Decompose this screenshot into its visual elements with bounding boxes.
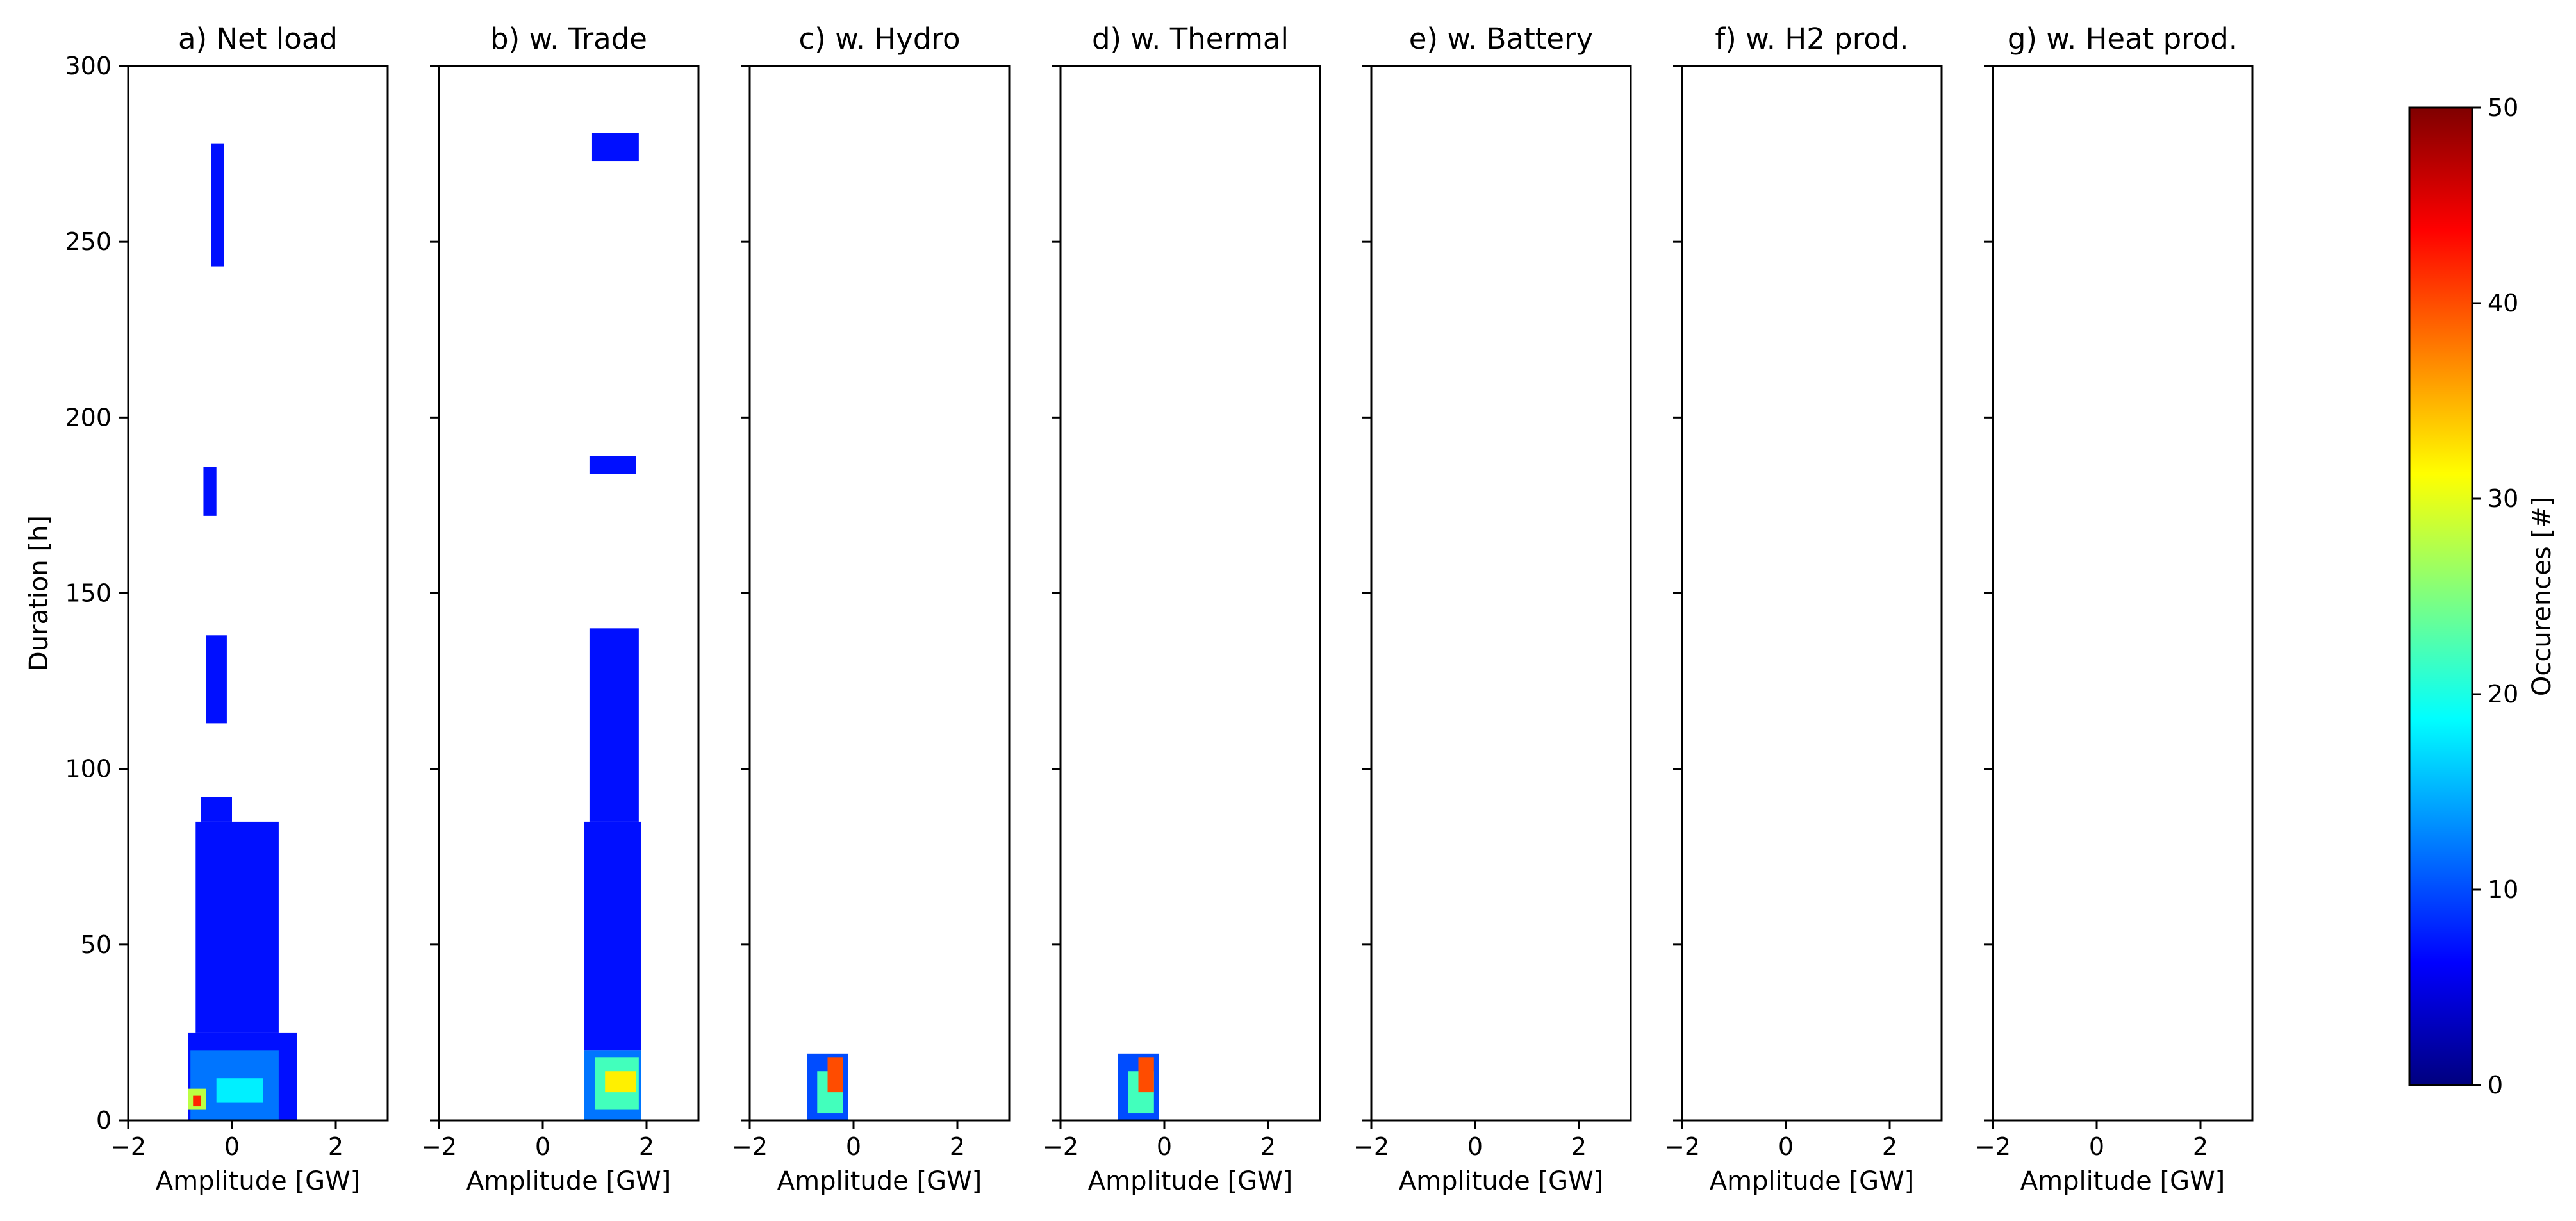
colorbar-tick-label: 20 (2488, 680, 2518, 708)
x-axis-label: Amplitude [GW] (1710, 1167, 1914, 1196)
y-tick-label: 50 (81, 931, 111, 959)
y-tick-label: 200 (65, 403, 111, 431)
x-tick-label: −2 (1043, 1133, 1078, 1161)
panel-6: f) w. H2 prod. −2 0 2 Amplitude [GW] (1664, 22, 1943, 1196)
panel-title: a) Net load (178, 22, 338, 56)
contour-regions (584, 133, 641, 1120)
colorbar-label: Occurences [#] (2527, 497, 2557, 696)
plot-frame (1059, 65, 1321, 1122)
contour-region (584, 821, 641, 1051)
panel-title: f) w. H2 prod. (1715, 22, 1908, 56)
y-tick-label: 300 (65, 52, 111, 80)
contour-region (216, 1078, 263, 1103)
x-axis-label: Amplitude [GW] (466, 1167, 671, 1196)
x-tick-label: −2 (1353, 1133, 1389, 1161)
plot-frame (748, 65, 1011, 1122)
x-tick-label: 0 (846, 1133, 861, 1161)
x-tick-label: 2 (328, 1133, 343, 1161)
colorbar-gradient (2408, 106, 2473, 1086)
contour-region (211, 143, 224, 267)
colorbar: 0 10 20 30 40 50 Occurences [#] (2408, 94, 2557, 1099)
contour-regions (807, 1053, 848, 1120)
plot-frame (1992, 65, 2254, 1122)
panel-4: d) w. Thermal −2 0 2 Amplitude [GW] (1043, 22, 1321, 1196)
x-axis-label: Amplitude [GW] (1399, 1167, 1603, 1196)
panel-3: c) w. Hydro −2 0 2 Amplitude [GW] (732, 22, 1011, 1196)
contour-region (193, 1095, 201, 1107)
contour-regions (188, 143, 297, 1120)
y-tick-label: 250 (65, 228, 111, 256)
contour-region (827, 1057, 843, 1093)
plot-frame (438, 65, 700, 1122)
panel-title: c) w. Hydro (799, 22, 961, 56)
plot-frame (1681, 65, 1943, 1122)
x-tick-label: −2 (732, 1133, 768, 1161)
x-tick-label: 0 (1778, 1133, 1794, 1161)
x-axis-label: Amplitude [GW] (777, 1167, 982, 1196)
x-tick-label: −2 (1664, 1133, 1700, 1161)
x-tick-label: 0 (535, 1133, 550, 1161)
contour-region (589, 628, 639, 822)
contour-region (203, 467, 217, 516)
y-tick-label: 100 (65, 755, 111, 783)
panel-5: e) w. Battery −2 0 2 Amplitude [GW] (1353, 22, 1632, 1196)
x-tick-label: 0 (224, 1133, 240, 1161)
colorbar-tick-label: 50 (2488, 94, 2518, 122)
colorbar-tick-label: 30 (2488, 485, 2518, 513)
plot-frame (1370, 65, 1632, 1122)
x-tick-label: 0 (2089, 1133, 2104, 1161)
y-axis-label: Duration [h] (24, 515, 54, 671)
x-tick-label: 2 (2193, 1133, 2208, 1161)
contour-region (206, 635, 227, 724)
contour-region (195, 821, 279, 1033)
x-tick-label: 2 (1260, 1133, 1276, 1161)
colorbar-tick-label: 10 (2488, 876, 2518, 904)
x-tick-label: 2 (950, 1133, 965, 1161)
contour-region (201, 797, 232, 822)
contour-region (591, 133, 639, 162)
contour-region (605, 1071, 636, 1093)
y-tick-label: 0 (96, 1106, 111, 1134)
panel-title: d) w. Thermal (1092, 22, 1289, 56)
panel-title: b) w. Trade (490, 22, 647, 56)
colorbar-tick-label: 0 (2488, 1071, 2503, 1099)
x-axis-label: Amplitude [GW] (2020, 1167, 2225, 1196)
x-tick-label: 2 (1571, 1133, 1587, 1161)
x-axis-label: Amplitude [GW] (1088, 1167, 1292, 1196)
colorbar-tick-label: 40 (2488, 289, 2518, 317)
x-axis-label: Amplitude [GW] (156, 1167, 360, 1196)
x-tick-label: 2 (639, 1133, 654, 1161)
panel-title: e) w. Battery (1409, 22, 1593, 56)
x-tick-label: −2 (110, 1133, 146, 1161)
contour-regions (1118, 1053, 1159, 1120)
y-tick-label: 150 (65, 579, 111, 608)
x-tick-label: 2 (1882, 1133, 1897, 1161)
x-tick-label: −2 (1975, 1133, 2011, 1161)
panel-2: b) w. Trade −2 0 2 Amplitude [GW] (421, 22, 700, 1196)
contour-region (589, 456, 636, 474)
panel-7: g) w. Heat prod. −2 0 2 Amplitude [GW] (1975, 22, 2254, 1196)
x-tick-label: 0 (1467, 1133, 1483, 1161)
contour-region (1138, 1057, 1154, 1093)
panel-title: g) w. Heat prod. (2008, 22, 2238, 56)
x-tick-label: 0 (1157, 1133, 1172, 1161)
x-tick-label: −2 (421, 1133, 457, 1161)
